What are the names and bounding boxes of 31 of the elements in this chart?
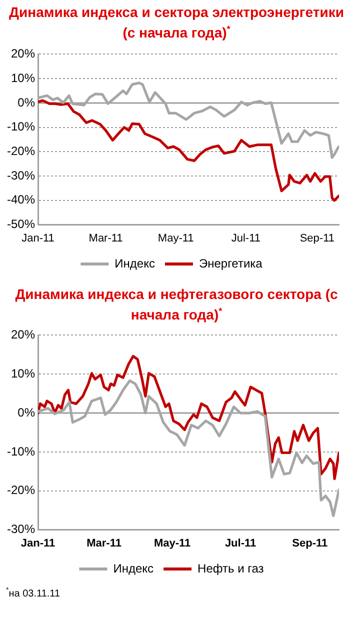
- y-tick-label: 20%: [10, 46, 36, 60]
- y-tick-label: -20%: [7, 144, 36, 158]
- y-tick-label: -10%: [7, 444, 36, 459]
- legend-label: Индекс: [114, 256, 155, 270]
- y-tick-label: -20%: [7, 484, 36, 498]
- y-tick-label: -10%: [7, 119, 36, 134]
- text: $^{*}$на 03.11.11: [5, 587, 62, 600]
- y-tick-label: 10%: [10, 70, 36, 85]
- y-tick-label: 20%: [10, 328, 36, 342]
- x-tick-label: Mar-11: [86, 538, 122, 550]
- x-tick-label: Jan-11: [20, 538, 56, 550]
- chart-title: Динамика индекса и сектора электроэнергетики (с начала года)$^{*}$: [8, 3, 345, 43]
- x-tick-label: May-11: [158, 232, 194, 244]
- x-tick-label: May-11: [154, 538, 191, 550]
- x-tick-label: Jul-11: [224, 538, 256, 550]
- x-tick-label: Jul-11: [231, 232, 261, 244]
- legend-label: Энергетика: [198, 256, 263, 270]
- x-tick-label: Jan-11: [22, 232, 54, 244]
- x-tick-label: Mar-11: [88, 232, 123, 244]
- y-tick-label: -30%: [7, 522, 36, 536]
- chart-title: Динамика индекса и нефтегазового сектора (с начала года)$^{*}$: [14, 284, 339, 324]
- x-tick-label: Sep-11: [292, 538, 328, 550]
- y-tick-label: 10%: [10, 366, 36, 381]
- x-tick-label: Sep-11: [300, 232, 334, 244]
- y-tick-label: -50%: [7, 216, 36, 231]
- y-tick-label: 0%: [18, 94, 36, 109]
- y-tick-label: -40%: [7, 192, 36, 206]
- y-tick-label: -30%: [7, 168, 36, 182]
- legend-label: Нефть и газ: [198, 562, 264, 576]
- legend-label: Индекс: [113, 562, 154, 576]
- y-tick-label: 0%: [18, 406, 36, 420]
